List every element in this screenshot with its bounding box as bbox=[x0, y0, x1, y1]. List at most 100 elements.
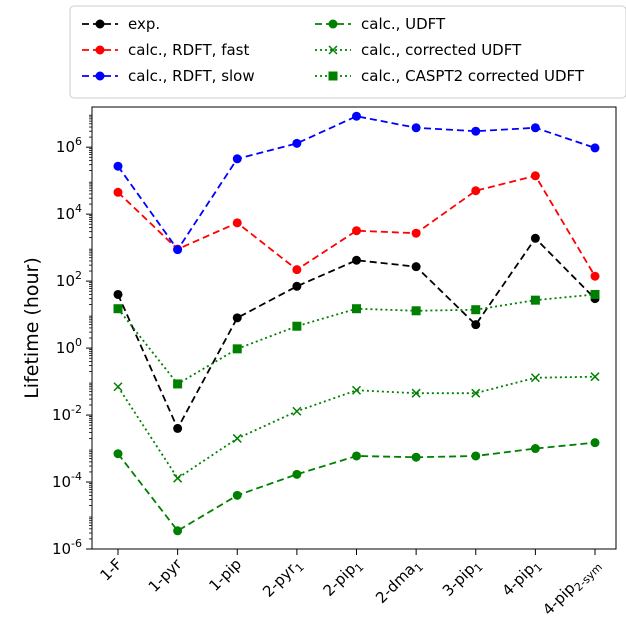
data-point bbox=[113, 161, 123, 171]
data-point bbox=[590, 372, 600, 382]
x-tick-label: 1-F bbox=[96, 555, 125, 584]
legend-label: calc., RDFT, slow bbox=[128, 67, 255, 85]
data-point bbox=[411, 452, 421, 462]
data-point bbox=[471, 305, 481, 315]
data-point bbox=[471, 126, 481, 136]
data-point bbox=[530, 171, 540, 181]
data-point bbox=[173, 245, 183, 255]
data-point bbox=[292, 406, 302, 416]
legend-item: calc., corrected UDFT bbox=[315, 41, 522, 59]
legend-label: calc., corrected UDFT bbox=[361, 41, 522, 59]
y-tick-label: 100 bbox=[56, 336, 82, 357]
data-point bbox=[292, 321, 302, 331]
legend: exp. calc., RDFT, fast calc., RDFT, slow ca… bbox=[69, 5, 626, 99]
series-5 bbox=[113, 289, 600, 389]
legend-item: calc., UDFT bbox=[315, 15, 446, 33]
data-point bbox=[590, 271, 600, 281]
data-point bbox=[411, 388, 421, 398]
data-point bbox=[292, 281, 302, 291]
legend-label: exp. bbox=[128, 15, 160, 33]
legend-marker bbox=[95, 71, 105, 81]
x-tick-label: 2-pip1 bbox=[320, 555, 367, 602]
data-point bbox=[232, 154, 242, 164]
series-line bbox=[117, 375, 596, 480]
legend-marker bbox=[95, 45, 105, 55]
data-point bbox=[590, 438, 600, 448]
series-line bbox=[117, 115, 596, 252]
legend-label: calc., RDFT, fast bbox=[128, 41, 249, 59]
data-point bbox=[530, 295, 540, 305]
y-axis: 10-6 10-4 10-2 100 102 104 106 bbox=[52, 114, 92, 558]
series-0 bbox=[113, 233, 600, 433]
y-axis-title: Lifetime (hour) bbox=[21, 257, 43, 399]
series-line bbox=[117, 236, 596, 431]
data-point bbox=[292, 469, 302, 479]
data-point bbox=[411, 306, 421, 316]
data-point bbox=[232, 218, 242, 228]
y-tick-label: 10-2 bbox=[52, 403, 82, 424]
x-tick-label: 2-dma1 bbox=[372, 555, 426, 609]
data-point bbox=[471, 388, 481, 398]
data-point bbox=[471, 186, 481, 196]
data-point bbox=[352, 304, 361, 314]
x-tick-label: 4-pip1 bbox=[499, 555, 546, 602]
data-point bbox=[173, 379, 183, 389]
data-point bbox=[232, 313, 242, 323]
legend-marker bbox=[328, 45, 338, 55]
data-point bbox=[530, 233, 540, 243]
x-axis: 1-F 1-pyr 1-pip 2-pyr1 2-pip1 2-dma1 3-pip1 4-p… bbox=[96, 549, 605, 620]
data-point bbox=[530, 123, 540, 133]
data-point bbox=[590, 289, 600, 299]
series-4 bbox=[113, 372, 600, 483]
legend-item: exp. bbox=[82, 15, 160, 33]
legend-label: calc., CASPT2 corrected UDFT bbox=[361, 67, 585, 85]
data-point bbox=[232, 344, 242, 354]
data-point bbox=[411, 228, 421, 238]
data-point bbox=[352, 111, 361, 121]
data-point bbox=[113, 187, 123, 197]
legend-label: calc., UDFT bbox=[361, 15, 446, 33]
series-3 bbox=[113, 438, 600, 536]
data-point bbox=[471, 320, 481, 330]
x-tick-label: 3-pip1 bbox=[439, 555, 486, 602]
data-point bbox=[113, 449, 123, 459]
series-layer bbox=[113, 111, 600, 536]
data-point bbox=[173, 423, 183, 433]
data-point bbox=[173, 526, 183, 536]
data-point bbox=[232, 490, 242, 500]
legend-item: calc., RDFT, fast bbox=[82, 41, 249, 59]
y-tick-label: 102 bbox=[56, 269, 82, 290]
data-point bbox=[351, 385, 362, 395]
data-point bbox=[173, 473, 183, 483]
data-point bbox=[471, 451, 481, 461]
y-tick-label: 106 bbox=[56, 135, 82, 156]
data-point bbox=[352, 226, 361, 236]
legend-marker bbox=[328, 71, 338, 81]
legend-item: calc., RDFT, slow bbox=[82, 67, 255, 85]
legend-item: calc., CASPT2 corrected UDFT bbox=[315, 67, 585, 85]
data-point bbox=[113, 382, 123, 392]
x-tick-label: 1-pyr bbox=[145, 555, 186, 596]
data-point bbox=[411, 123, 421, 133]
data-point bbox=[411, 262, 421, 272]
data-point bbox=[113, 289, 123, 299]
y-tick-label: 104 bbox=[56, 202, 82, 223]
data-point bbox=[530, 373, 540, 383]
data-point bbox=[113, 304, 123, 314]
x-tick-label: 4-pip2-sym bbox=[539, 555, 605, 620]
data-point bbox=[232, 433, 242, 443]
y-tick-label: 10-6 bbox=[52, 537, 82, 558]
y-tick-label: 10-4 bbox=[52, 470, 82, 491]
legend-marker bbox=[95, 19, 105, 29]
data-point bbox=[292, 138, 302, 148]
data-point bbox=[590, 143, 600, 153]
data-point bbox=[292, 265, 302, 275]
legend-marker bbox=[328, 19, 338, 29]
data-point bbox=[352, 255, 361, 265]
x-tick-label: 2-pyr1 bbox=[259, 555, 307, 603]
data-point bbox=[352, 451, 361, 461]
series-2 bbox=[113, 111, 600, 255]
data-point bbox=[530, 444, 540, 454]
x-tick-label: 1-pip bbox=[205, 555, 245, 595]
